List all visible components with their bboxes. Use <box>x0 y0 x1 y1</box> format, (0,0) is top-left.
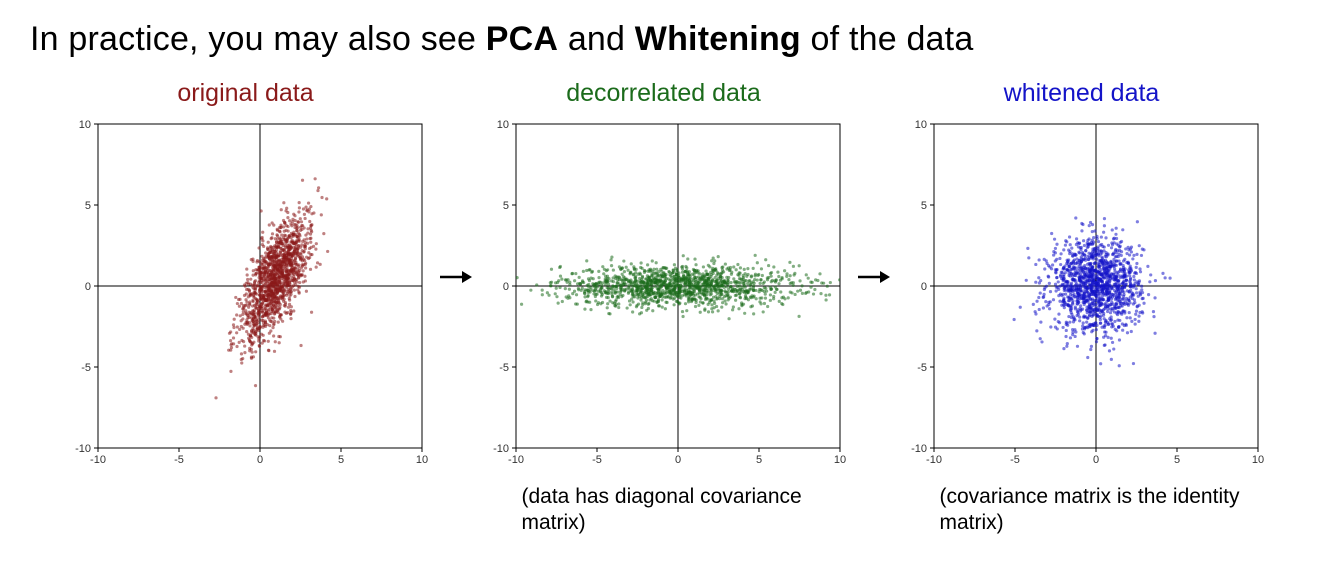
svg-text:0: 0 <box>502 281 508 293</box>
svg-text:5: 5 <box>337 454 343 466</box>
heading-bold-whitening: Whitening <box>635 20 801 58</box>
svg-text:10: 10 <box>415 454 427 466</box>
svg-text:10: 10 <box>1251 454 1263 466</box>
svg-text:10: 10 <box>496 119 508 131</box>
heading-bold-pca: PCA <box>486 20 558 58</box>
svg-text:0: 0 <box>1092 454 1098 466</box>
svg-text:10: 10 <box>833 454 845 466</box>
svg-text:-5: -5 <box>592 454 602 466</box>
svg-text:0: 0 <box>674 454 680 466</box>
svg-text:5: 5 <box>502 200 508 212</box>
svg-text:-10: -10 <box>75 443 91 455</box>
svg-text:-5: -5 <box>917 362 927 374</box>
svg-text:0: 0 <box>84 281 90 293</box>
svg-text:-5: -5 <box>1010 454 1020 466</box>
svg-text:5: 5 <box>84 200 90 212</box>
svg-text:-10: -10 <box>926 454 942 466</box>
panel-original: original data -10 -5 0 5 10 -10 -5 0 5 10 <box>56 77 436 484</box>
heading-pre: In practice, you may also see <box>30 20 486 58</box>
svg-text:-10: -10 <box>911 443 927 455</box>
arrow-right-icon <box>856 267 890 287</box>
svg-text:-10: -10 <box>508 454 524 466</box>
svg-text:-5: -5 <box>81 362 91 374</box>
svg-text:0: 0 <box>256 454 262 466</box>
scatter-whitened: -10 -5 0 5 10 -10 -5 0 5 10 <box>892 114 1272 474</box>
svg-text:5: 5 <box>920 200 926 212</box>
page-heading: In practice, you may also see PCA and Wh… <box>30 20 1297 59</box>
panel-title-decorrelated: decorrelated data <box>566 79 761 108</box>
arrow-1 <box>436 77 474 287</box>
svg-text:10: 10 <box>78 119 90 131</box>
svg-text:-5: -5 <box>174 454 184 466</box>
svg-text:-5: -5 <box>499 362 509 374</box>
svg-text:10: 10 <box>914 119 926 131</box>
panel-whitened: whitened data -10 -5 0 5 10 -10 -5 0 5 10 (covari… <box>892 77 1272 537</box>
scatter-original: -10 -5 0 5 10 -10 -5 0 5 10 <box>56 114 436 474</box>
panel-caption-decorrelated: (data has diagonal covariance matrix) <box>474 484 834 537</box>
arrow-right-icon <box>438 267 472 287</box>
svg-text:-10: -10 <box>493 443 509 455</box>
svg-text:-10: -10 <box>90 454 106 466</box>
heading-post: of the data <box>801 20 974 58</box>
arrow-2 <box>854 77 892 287</box>
svg-text:0: 0 <box>920 281 926 293</box>
panels-row: original data -10 -5 0 5 10 -10 -5 0 5 10 decorre… <box>30 77 1297 537</box>
svg-text:5: 5 <box>755 454 761 466</box>
panel-title-whitened: whitened data <box>1004 79 1160 108</box>
panel-decorrelated: decorrelated data -10 -5 0 5 10 -10 -5 0 5 10 (da… <box>474 77 854 537</box>
panel-caption-whitened: (covariance matrix is the identity matri… <box>892 484 1252 537</box>
panel-title-original: original data <box>177 79 313 108</box>
scatter-decorrelated: -10 -5 0 5 10 -10 -5 0 5 10 <box>474 114 854 474</box>
svg-text:5: 5 <box>1173 454 1179 466</box>
heading-mid: and <box>558 20 635 58</box>
